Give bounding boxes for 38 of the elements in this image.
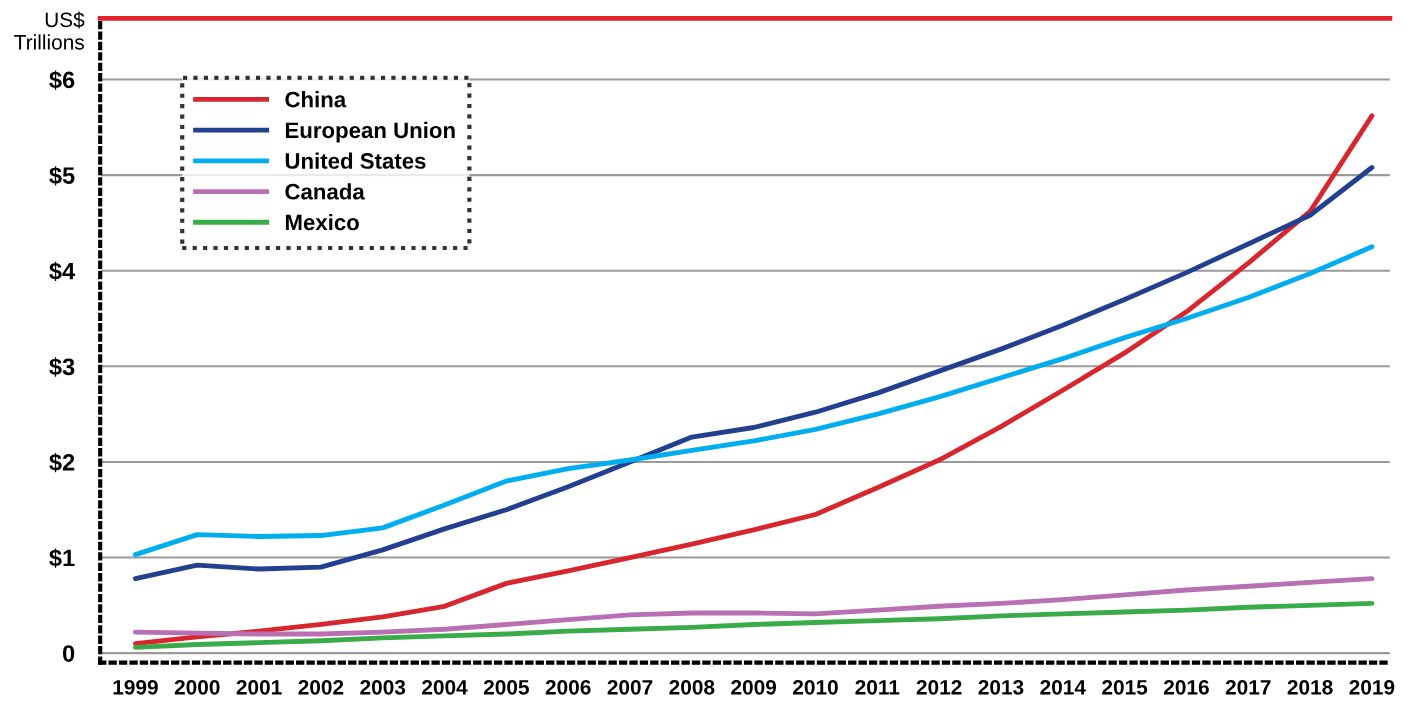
y-tick-label: $1: [49, 548, 75, 568]
x-tick-label: 2011: [855, 679, 900, 695]
x-tick-label: 2013: [978, 679, 1024, 695]
x-tick-label: 2009: [731, 679, 777, 695]
x-tick-label: 2015: [1102, 679, 1148, 695]
y-tick-label: $6: [49, 70, 75, 90]
x-tick-label: 2007: [607, 679, 653, 695]
x-tick-label: 2014: [1040, 679, 1086, 695]
x-tick-label: 2002: [298, 679, 344, 695]
legend-label: Canada: [285, 183, 365, 200]
y-tick-label: $5: [49, 166, 75, 186]
x-tick-label: 2018: [1287, 679, 1333, 695]
x-tick-label: 2012: [916, 679, 962, 695]
y-tick-label: $2: [49, 452, 75, 473]
x-tick-label: 2001: [236, 679, 282, 695]
x-tick-label: 2004: [422, 679, 468, 695]
y-axis-title: US$ Trillions: [14, 11, 85, 50]
y-tick-label: 0: [62, 645, 75, 662]
x-tick-label: 2017: [1225, 679, 1271, 695]
legend-label: United States: [285, 152, 426, 169]
legend-label: Mexico: [285, 213, 359, 231]
line-series: [132, 601, 1375, 650]
x-tick-label: 2019: [1349, 679, 1395, 695]
line-series: [132, 113, 1375, 647]
legend-label: China: [285, 91, 347, 108]
x-tick-label: 1999: [113, 679, 158, 695]
x-tick-label: 2008: [669, 679, 715, 695]
x-tick-label: 2005: [483, 679, 529, 695]
x-tick-label: 2016: [1163, 679, 1209, 695]
legend-label: European Union: [285, 121, 455, 143]
x-tick-label: 2010: [793, 679, 838, 695]
line-series: [132, 576, 1375, 637]
y-tick-label: $3: [49, 357, 75, 377]
x-tick-label: 2003: [360, 679, 406, 695]
line-series: [132, 244, 1375, 558]
y-tick-label: $4: [49, 261, 76, 282]
x-tick-label: 2000: [174, 679, 220, 695]
x-tick-label: 2006: [545, 679, 591, 695]
